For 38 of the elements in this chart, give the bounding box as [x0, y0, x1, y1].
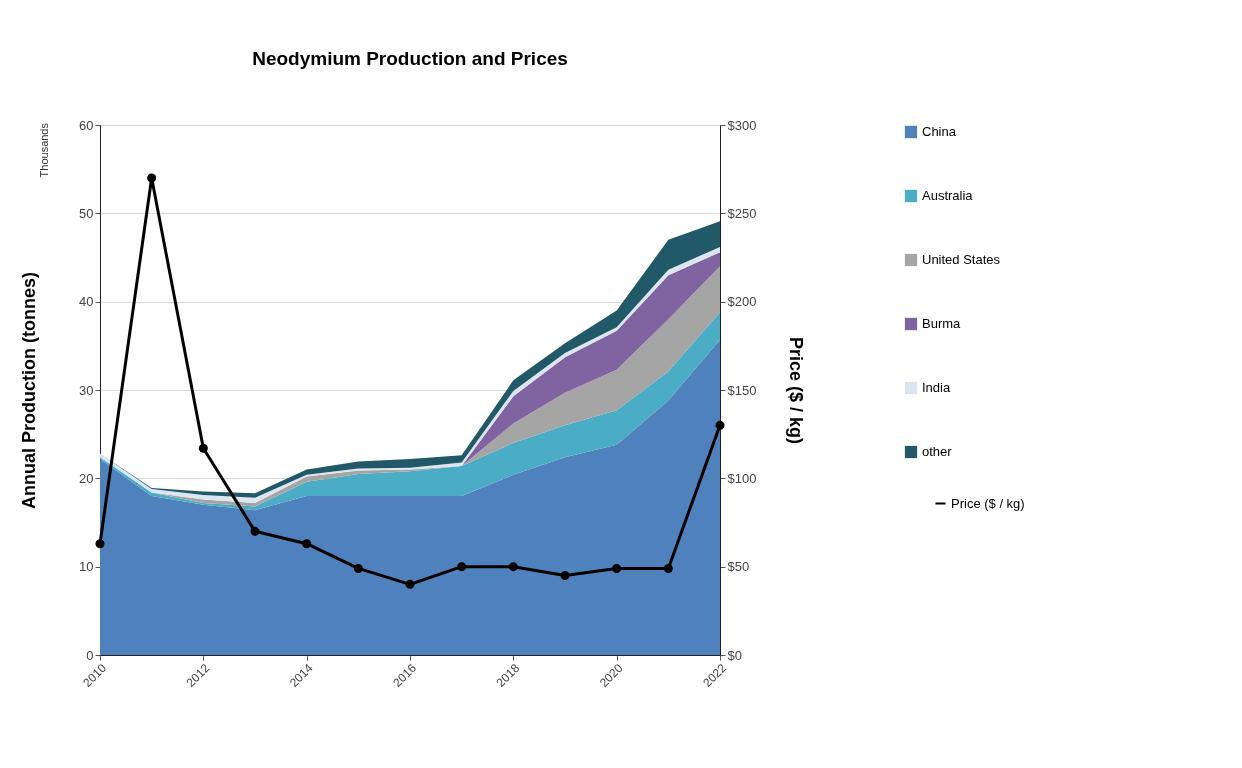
- point: [663, 563, 673, 573]
- point: [198, 443, 208, 453]
- y2-tick-label: $0: [727, 647, 742, 663]
- point: [457, 562, 467, 572]
- y2-tick-label: $200: [727, 294, 757, 310]
- point: [715, 420, 725, 430]
- point: [302, 539, 312, 549]
- point: [508, 562, 518, 572]
- point: [250, 526, 260, 536]
- y-tick-label: 50: [79, 205, 94, 221]
- y-tick-label: 0: [86, 647, 94, 663]
- y2-tick-label: $250: [727, 205, 757, 221]
- chart-title: Neodymium Production and Prices: [252, 48, 568, 69]
- text: Thousands: [38, 122, 50, 178]
- legend-label: United States: [922, 252, 1001, 267]
- y2-tick-label: $300: [727, 117, 757, 133]
- point: [405, 579, 415, 589]
- point: [560, 570, 570, 581]
- legend-label: India: [922, 380, 951, 395]
- y2-tick-label: $150: [727, 382, 757, 398]
- legend-label: China: [922, 124, 957, 139]
- point: [612, 563, 622, 573]
- legend-label: Burma: [922, 316, 962, 331]
- y2-axis-title: Price ($ / kg): [786, 336, 807, 445]
- legend-label: other: [922, 444, 953, 459]
- legend-label: Price ($ / kg): [951, 495, 1025, 511]
- y-tick-label: 20: [79, 470, 94, 486]
- y-tick-label: 30: [79, 382, 94, 398]
- point: [95, 539, 105, 549]
- y-tick-label: 10: [79, 559, 94, 575]
- y2-tick-label: $100: [727, 470, 757, 486]
- y-tick-label: 60: [79, 117, 94, 133]
- y-tick-label: 40: [79, 294, 94, 310]
- point: [353, 563, 363, 573]
- y-axis-title: Annual Production (tonnes): [19, 272, 40, 509]
- y2-tick-label: $50: [727, 559, 750, 575]
- legend-label: Australia: [922, 188, 974, 203]
- point: [147, 173, 157, 183]
